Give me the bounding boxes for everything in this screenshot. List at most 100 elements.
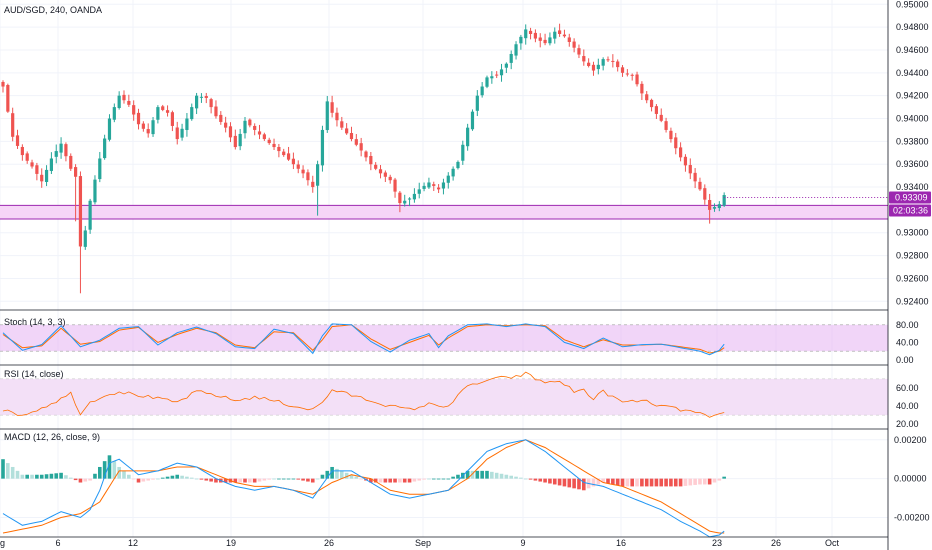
candle-body[interactable]: [25, 153, 29, 161]
candle-body[interactable]: [301, 169, 305, 174]
candle-body[interactable]: [412, 193, 416, 200]
candle-body[interactable]: [485, 77, 489, 87]
candle-body[interactable]: [543, 39, 547, 44]
candle-body[interactable]: [6, 84, 10, 112]
candle-body[interactable]: [509, 53, 513, 63]
candle-body[interactable]: [132, 105, 136, 115]
candle-body[interactable]: [49, 158, 53, 171]
candle-body[interactable]: [364, 151, 368, 158]
candle-body[interactable]: [103, 138, 107, 159]
candle-body[interactable]: [383, 172, 387, 177]
candle-body[interactable]: [548, 37, 552, 44]
candle-body[interactable]: [688, 165, 692, 174]
stoch-d-line[interactable]: [2, 324, 725, 354]
candle-body[interactable]: [635, 74, 639, 85]
candle-body[interactable]: [698, 181, 702, 190]
candle-body[interactable]: [44, 169, 49, 183]
candle-body[interactable]: [238, 133, 242, 147]
candle-body[interactable]: [606, 59, 610, 61]
candle-body[interactable]: [320, 129, 325, 166]
candle-body[interactable]: [354, 139, 358, 145]
candle-body[interactable]: [611, 60, 615, 62]
candle-body[interactable]: [674, 137, 678, 149]
candle-body[interactable]: [645, 94, 649, 101]
candle-body[interactable]: [127, 100, 131, 105]
stoch-pane[interactable]: [0, 323, 888, 356]
candle-body[interactable]: [20, 146, 24, 156]
candle-body[interactable]: [722, 195, 726, 206]
candle-body[interactable]: [141, 123, 145, 129]
candle-body[interactable]: [204, 96, 208, 98]
candle-body[interactable]: [277, 146, 281, 152]
candle-body[interactable]: [349, 133, 354, 140]
candle-body[interactable]: [340, 121, 344, 128]
candle-body[interactable]: [659, 114, 663, 121]
candle-body[interactable]: [495, 74, 499, 76]
candle-body[interactable]: [388, 176, 392, 181]
candle-body[interactable]: [441, 182, 446, 189]
candle-body[interactable]: [345, 128, 349, 134]
candle-body[interactable]: [591, 64, 596, 71]
candle-body[interactable]: [693, 172, 697, 182]
candle-body[interactable]: [316, 164, 320, 186]
candle-body[interactable]: [286, 153, 291, 160]
candle-body[interactable]: [64, 144, 68, 157]
candle-body[interactable]: [291, 158, 295, 165]
candle-body[interactable]: [703, 188, 707, 200]
candle-body[interactable]: [170, 112, 174, 126]
candle-body[interactable]: [369, 155, 373, 165]
candle-body[interactable]: [437, 187, 441, 190]
candle-body[interactable]: [451, 168, 455, 177]
candle-body[interactable]: [417, 189, 421, 194]
candle-body[interactable]: [282, 151, 286, 156]
candle-body[interactable]: [620, 67, 625, 73]
candle-body[interactable]: [572, 41, 576, 48]
candle-body[interactable]: [640, 83, 644, 94]
candle-body[interactable]: [649, 99, 654, 108]
candle-body[interactable]: [558, 30, 562, 34]
candle-body[interactable]: [146, 129, 150, 134]
candle-body[interactable]: [528, 30, 533, 34]
candle-body[interactable]: [219, 114, 223, 122]
candle-body[interactable]: [248, 119, 252, 126]
candle-body[interactable]: [117, 95, 121, 109]
candle-body[interactable]: [15, 135, 20, 146]
candle-body[interactable]: [151, 120, 155, 135]
candle-body[interactable]: [136, 112, 141, 125]
candle-body[interactable]: [233, 135, 237, 148]
candle-body[interactable]: [69, 155, 73, 169]
candle-body[interactable]: [311, 181, 315, 188]
candle-body[interactable]: [296, 164, 300, 169]
candle-body[interactable]: [712, 207, 717, 209]
candle-body[interactable]: [596, 64, 600, 70]
candle-body[interactable]: [190, 107, 194, 120]
candle-body[interactable]: [107, 118, 112, 140]
candle-body[interactable]: [717, 204, 721, 209]
candle-body[interactable]: [524, 29, 528, 39]
candle-body[interactable]: [83, 230, 87, 247]
candle-body[interactable]: [209, 99, 213, 108]
candle-body[interactable]: [461, 144, 465, 161]
price-candles[interactable]: [1, 23, 888, 294]
candle-body[interactable]: [514, 44, 518, 56]
candle-body[interactable]: [156, 107, 160, 120]
candle-body[interactable]: [625, 73, 629, 75]
candle-body[interactable]: [577, 48, 581, 55]
candle-body[interactable]: [122, 94, 126, 101]
macd-pane[interactable]: [1, 439, 726, 538]
macd-line[interactable]: [2, 439, 725, 538]
candle-body[interactable]: [11, 113, 15, 137]
candle-body[interactable]: [78, 176, 83, 247]
candle-body[interactable]: [427, 182, 431, 188]
candle-body[interactable]: [553, 31, 557, 39]
candle-body[interactable]: [538, 37, 542, 41]
candle-body[interactable]: [165, 110, 170, 113]
candle-body[interactable]: [480, 86, 484, 96]
candle-body[interactable]: [630, 74, 634, 76]
candle-body[interactable]: [59, 143, 63, 153]
candle-body[interactable]: [562, 34, 567, 37]
candle-body[interactable]: [228, 126, 233, 138]
candle-body[interactable]: [112, 107, 116, 120]
candle-body[interactable]: [567, 37, 571, 42]
